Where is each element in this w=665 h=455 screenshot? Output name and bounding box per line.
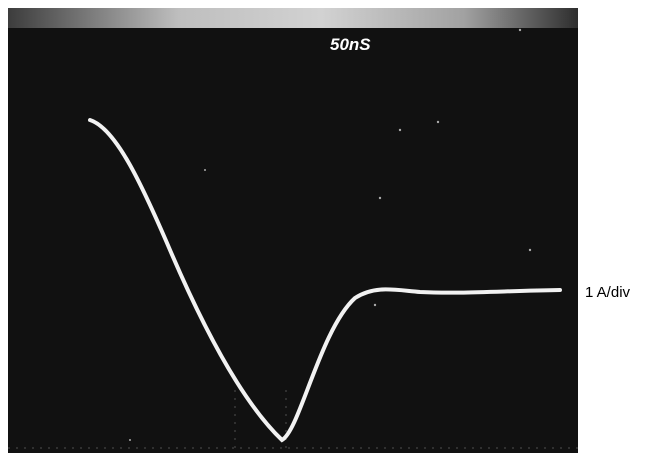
- scope-screen: [8, 8, 578, 453]
- vertical-scale-label: 1 A/div: [585, 284, 631, 301]
- screen-glare: [8, 8, 578, 28]
- waveform-trace: [88, 118, 562, 443]
- timebase-label: 50nS: [330, 35, 371, 54]
- screen-specks: [129, 28, 532, 441]
- graticule: [8, 390, 578, 450]
